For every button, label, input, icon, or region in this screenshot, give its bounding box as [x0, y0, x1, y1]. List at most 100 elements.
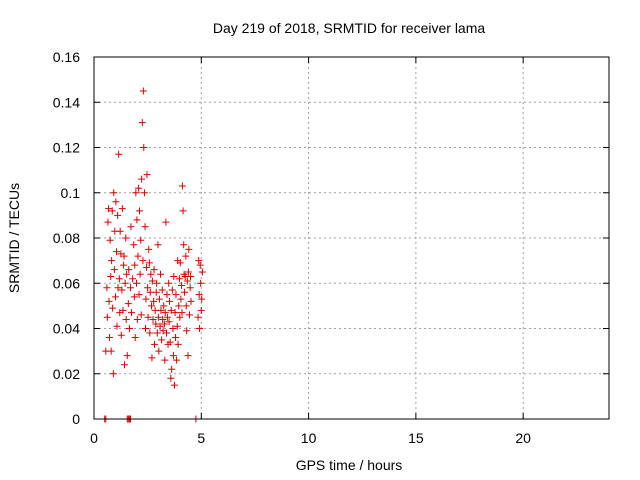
- y-tick-label: 0.08: [53, 230, 80, 246]
- data-point: [150, 297, 158, 305]
- data-point: [156, 322, 164, 330]
- data-point: [146, 288, 154, 296]
- data-point: [107, 272, 115, 280]
- data-point: [179, 207, 187, 215]
- data-point: [148, 277, 156, 285]
- data-point: [169, 352, 177, 360]
- data-point: [182, 252, 190, 260]
- data-point: [131, 334, 139, 342]
- plot-frame: [93, 56, 610, 420]
- data-point: [128, 309, 136, 317]
- data-point: [135, 207, 143, 215]
- data-point: [110, 189, 118, 197]
- data-point: [135, 184, 143, 192]
- data-point: [178, 182, 186, 190]
- data-point: [175, 275, 183, 283]
- data-point: [104, 218, 112, 226]
- data-point: [167, 374, 175, 382]
- data-point: [132, 279, 140, 287]
- axis-ticks: 0 5 10 15 20 0 0.02 0.04 0.06 0.08 0.1 0.12 0.14 0.16: [53, 49, 609, 446]
- data-point: [160, 302, 168, 310]
- data-point: [142, 295, 150, 303]
- data-point: [153, 329, 161, 337]
- data-point: [150, 266, 158, 274]
- data-point: [106, 236, 114, 244]
- data-point: [122, 315, 130, 323]
- data-point: [145, 245, 153, 253]
- data-point: [132, 189, 140, 197]
- data-point: [153, 279, 161, 287]
- data-point: [142, 325, 149, 332]
- data-point: [120, 261, 128, 269]
- data-point: [103, 313, 111, 321]
- data-point: [178, 282, 186, 290]
- data-point: [163, 313, 171, 321]
- data-point: [117, 331, 125, 339]
- data-point: [174, 340, 182, 348]
- data-point: [129, 275, 137, 283]
- x-axis-label: GPS time / hours: [296, 457, 403, 473]
- data-point: [123, 352, 131, 360]
- data-point: [152, 320, 160, 328]
- data-point: [170, 381, 178, 389]
- data-point: [108, 207, 116, 215]
- data-point: [194, 313, 202, 321]
- data-point: [115, 275, 123, 283]
- data-point: [152, 288, 160, 296]
- x-tick-label: 20: [515, 430, 531, 446]
- data-points: [101, 87, 206, 423]
- data-point: [170, 272, 178, 280]
- data-point: [187, 272, 195, 280]
- data-point: [197, 306, 205, 314]
- y-tick-label: 0: [72, 411, 80, 427]
- data-point: [136, 270, 144, 278]
- x-tick-label: 10: [301, 430, 317, 446]
- y-tick-label: 0.04: [53, 321, 80, 337]
- data-point: [163, 329, 171, 337]
- data-point: [144, 284, 152, 292]
- data-point: [154, 241, 162, 249]
- data-point: [148, 354, 156, 362]
- data-point: [120, 361, 128, 369]
- data-point: [162, 218, 170, 226]
- data-point: [183, 327, 191, 335]
- data-point: [182, 302, 190, 310]
- data-point: [120, 252, 128, 260]
- data-point: [173, 322, 181, 330]
- data-point: [177, 295, 185, 303]
- data-point: [115, 150, 123, 158]
- data-point: [165, 279, 173, 287]
- data-point: [131, 261, 139, 269]
- data-point: [113, 322, 121, 330]
- data-point: [110, 266, 118, 274]
- data-point: [161, 356, 169, 364]
- data-point: [151, 340, 159, 348]
- data-point: [157, 306, 165, 314]
- data-point: [119, 306, 127, 314]
- data-point: [127, 223, 135, 231]
- data-point: [125, 266, 133, 274]
- data-point: [105, 205, 113, 213]
- data-point: [111, 293, 119, 301]
- data-point: [184, 352, 192, 360]
- data-point: [149, 315, 157, 323]
- data-point: [176, 313, 184, 321]
- data-point: [105, 297, 113, 305]
- data-point: [124, 300, 132, 308]
- data-point: [197, 279, 205, 287]
- data-point: [125, 325, 133, 332]
- data-point: [175, 302, 183, 310]
- x-tick-label: 5: [197, 430, 205, 446]
- data-point: [185, 311, 193, 319]
- data-point: [109, 370, 117, 378]
- data-point: [172, 291, 180, 299]
- data-point: [140, 189, 148, 197]
- data-point: [133, 216, 141, 224]
- data-point: [176, 259, 184, 267]
- y-tick-label: 0.14: [53, 94, 80, 110]
- x-tick-label: 0: [90, 430, 98, 446]
- data-point: [198, 295, 206, 303]
- data-point: [168, 365, 176, 373]
- data-point: [108, 257, 116, 265]
- x-tick-label: 15: [408, 430, 424, 446]
